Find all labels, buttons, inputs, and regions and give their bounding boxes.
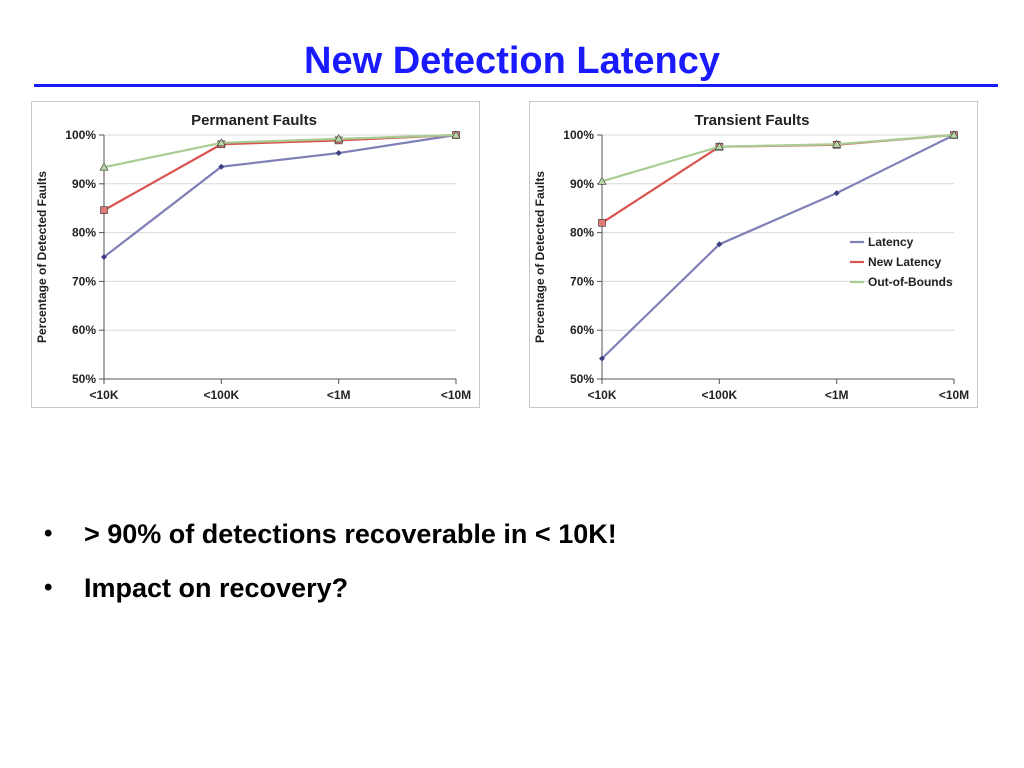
- x-tick-label: <10M: [939, 388, 969, 402]
- data-point: [218, 163, 225, 170]
- y-tick-label: 50%: [570, 372, 594, 386]
- y-tick-label: 60%: [570, 323, 594, 337]
- y-tick-label: 90%: [570, 177, 594, 191]
- y-axis-label: Percentage of Detected Faults: [35, 171, 49, 343]
- x-tick-label: <100K: [203, 388, 239, 402]
- data-point: [334, 134, 344, 143]
- title-underline: [34, 84, 998, 87]
- y-tick-label: 70%: [72, 274, 96, 288]
- y-tick-label: 80%: [72, 226, 96, 240]
- y-tick-label: 70%: [570, 274, 594, 288]
- legend-label: New Latency: [868, 255, 942, 269]
- x-tick-label: <1M: [327, 388, 351, 402]
- y-tick-label: 80%: [570, 226, 594, 240]
- y-axis-label: Percentage of Detected Faults: [533, 171, 547, 343]
- series-line-new-latency: [601, 133, 955, 224]
- series-line-latency: [601, 134, 955, 360]
- chart-transient-faults: Transient Faults 50% 60% 70% 80% 90% 100% <10K <…: [529, 101, 978, 408]
- bullet-dot: •: [44, 520, 53, 547]
- y-tick-label: 60%: [72, 323, 96, 337]
- chart-title: Permanent Faults: [191, 112, 317, 129]
- y-tick-label: 100%: [563, 128, 594, 142]
- data-point: [451, 130, 461, 139]
- x-tick-label: <10K: [89, 388, 118, 402]
- data-point: [100, 206, 108, 214]
- x-tick-label: <1M: [825, 388, 849, 402]
- chart-svg-permanent: Permanent Faults 50% 60% 70% 80% 90% 100% <10K <…: [35, 112, 471, 402]
- x-tick-label: <10K: [587, 388, 616, 402]
- bullet-list: • > 90% of detections recoverable in < 1…: [44, 514, 617, 622]
- y-tick-label: 90%: [72, 177, 96, 191]
- series-line-out-of-bounds: [103, 133, 457, 169]
- chart-permanent-faults: Permanent Faults 50% 60% 70% 80% 90% 100% <10K <…: [31, 101, 480, 408]
- data-point: [101, 254, 107, 260]
- bullet-item: • > 90% of detections recoverable in < 1…: [44, 514, 617, 568]
- data-point: [599, 355, 605, 362]
- bullet-text: Impact on recovery?: [84, 573, 349, 603]
- data-point: [598, 219, 606, 227]
- data-point: [99, 162, 109, 171]
- bullet-item: • Impact on recovery?: [44, 568, 617, 622]
- data-point: [714, 142, 724, 151]
- series-line-out-of-bounds: [601, 133, 955, 183]
- legend-label: Latency: [868, 235, 914, 249]
- data-point: [832, 139, 842, 148]
- series-line-latency: [103, 133, 457, 258]
- series-line-new-latency: [103, 133, 457, 212]
- data-point: [597, 176, 607, 185]
- y-tick-label: 50%: [72, 372, 96, 386]
- y-tick-label: 100%: [65, 128, 96, 142]
- legend-label: Out-of-Bounds: [868, 275, 953, 289]
- data-point: [716, 241, 723, 248]
- bullet-text: > 90% of detections recoverable in < 10K…: [84, 519, 617, 549]
- bullet-dot: •: [44, 574, 53, 601]
- data-point: [335, 150, 342, 157]
- chart-title: Transient Faults: [694, 112, 809, 129]
- data-point: [833, 190, 840, 197]
- data-point: [216, 138, 226, 147]
- slide-title: New Detection Latency: [304, 40, 720, 82]
- x-tick-label: <100K: [701, 388, 737, 402]
- x-tick-label: <10M: [441, 388, 471, 402]
- data-point: [949, 130, 959, 139]
- chart-svg-transient: Transient Faults 50% 60% 70% 80% 90% 100% <10K <…: [533, 112, 969, 402]
